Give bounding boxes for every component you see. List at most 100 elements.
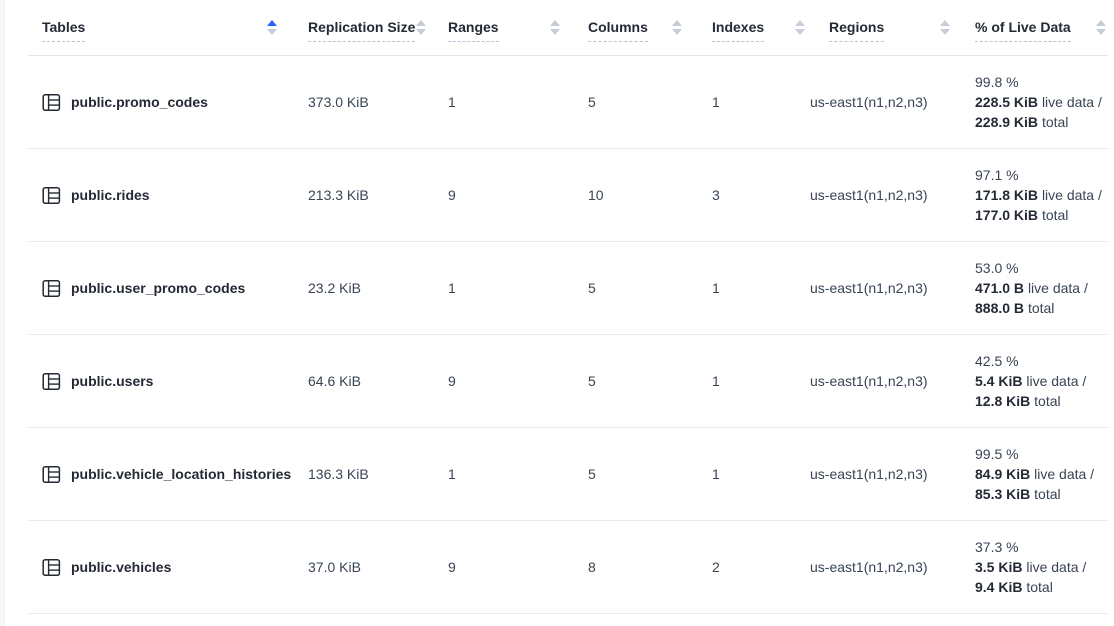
regions-cell: us-east1(n1,n2,n3) bbox=[810, 280, 928, 296]
sort-desc-arrow-icon bbox=[416, 29, 426, 35]
indexes-cell: 1 bbox=[712, 466, 720, 482]
sort-icon[interactable] bbox=[795, 20, 805, 35]
sort-icon[interactable] bbox=[672, 20, 682, 35]
table-name-link[interactable]: public.vehicle_location_histories bbox=[71, 466, 292, 482]
live-data-amount: 171.8 KiB live data / bbox=[975, 187, 1102, 203]
table-icon bbox=[42, 279, 61, 298]
live-data-amount: 471.0 B live data / bbox=[975, 280, 1088, 296]
indexes-cell: 3 bbox=[712, 187, 720, 203]
table-icon bbox=[42, 465, 61, 484]
column-header-replication-size[interactable]: Replication Size bbox=[308, 0, 448, 55]
table-icon bbox=[42, 558, 61, 577]
replication-size-cell: 37.0 KiB bbox=[308, 559, 361, 575]
total-data-amount: 85.3 KiB total bbox=[975, 486, 1061, 502]
total-data-amount: 12.8 KiB total bbox=[975, 393, 1061, 409]
total-data-amount: 177.0 KiB total bbox=[975, 207, 1069, 223]
sort-icon[interactable] bbox=[940, 20, 950, 35]
live-data-percent: 99.8 % bbox=[975, 74, 1019, 90]
indexes-cell: 1 bbox=[712, 280, 720, 296]
column-header-label[interactable]: Columns bbox=[588, 19, 648, 42]
sort-asc-arrow-icon bbox=[1096, 20, 1106, 26]
column-header-tables[interactable]: Tables bbox=[28, 0, 308, 55]
live-data-percent: 42.5 % bbox=[975, 353, 1019, 369]
sort-icon[interactable] bbox=[550, 20, 560, 35]
sort-desc-arrow-icon bbox=[672, 29, 682, 35]
table-name-link[interactable]: public.rides bbox=[71, 187, 150, 203]
columns-cell: 10 bbox=[588, 187, 604, 203]
percent-live-data-cell: 37.3 % 3.5 KiB live data / 9.4 KiB total bbox=[975, 521, 1108, 613]
replication-size-cell: 136.3 KiB bbox=[308, 466, 369, 482]
total-data-amount: 228.9 KiB total bbox=[975, 114, 1069, 130]
column-header-live-data[interactable]: % of Live Data bbox=[975, 0, 1108, 55]
column-header-label[interactable]: Ranges bbox=[448, 19, 499, 42]
table-row[interactable]: public.users 64.6 KiB 9 5 1 us-east1(n1,… bbox=[28, 335, 1108, 428]
column-header-label[interactable]: Replication Size bbox=[308, 19, 416, 42]
replication-size-cell: 373.0 KiB bbox=[308, 94, 369, 110]
sort-asc-arrow-icon bbox=[795, 20, 805, 26]
regions-cell: us-east1(n1,n2,n3) bbox=[810, 187, 928, 203]
total-data-amount: 9.4 KiB total bbox=[975, 579, 1053, 595]
page-left-edge bbox=[0, 0, 5, 626]
percent-live-data-cell: 42.5 % 5.4 KiB live data / 12.8 KiB tota… bbox=[975, 335, 1108, 427]
table-name-link[interactable]: public.promo_codes bbox=[71, 94, 208, 110]
ranges-cell: 1 bbox=[448, 94, 456, 110]
table-row[interactable]: public.vehicles 37.0 KiB 9 8 2 us-east1(… bbox=[28, 521, 1108, 614]
table-name-link[interactable]: public.vehicles bbox=[71, 559, 172, 575]
sort-asc-arrow-icon bbox=[940, 20, 950, 26]
table-body: public.promo_codes 373.0 KiB 1 5 1 us-ea… bbox=[28, 56, 1108, 614]
table-name-cell: public.vehicle_location_histories bbox=[28, 428, 308, 520]
sort-desc-arrow-icon bbox=[267, 29, 277, 35]
table-header-row: Tables Replication Size Ranges Columns I… bbox=[28, 0, 1108, 56]
live-data-percent: 97.1 % bbox=[975, 167, 1019, 183]
column-header-label[interactable]: Indexes bbox=[712, 19, 765, 42]
column-header-label[interactable]: Tables bbox=[42, 19, 86, 42]
sort-asc-arrow-icon bbox=[267, 20, 277, 26]
column-header-ranges[interactable]: Ranges bbox=[448, 0, 588, 55]
sort-desc-arrow-icon bbox=[940, 29, 950, 35]
replication-size-cell: 64.6 KiB bbox=[308, 373, 361, 389]
column-header-label[interactable]: Regions bbox=[829, 19, 885, 42]
sort-desc-arrow-icon bbox=[1096, 29, 1106, 35]
table-row[interactable]: public.vehicle_location_histories 136.3 … bbox=[28, 428, 1108, 521]
table-row[interactable]: public.user_promo_codes 23.2 KiB 1 5 1 u… bbox=[28, 242, 1108, 335]
live-data-percent: 99.5 % bbox=[975, 446, 1019, 462]
table-icon bbox=[42, 93, 61, 112]
live-data-percent: 53.0 % bbox=[975, 260, 1019, 276]
ranges-cell: 1 bbox=[448, 466, 456, 482]
column-header-indexes[interactable]: Indexes bbox=[712, 0, 810, 55]
ranges-cell: 1 bbox=[448, 280, 456, 296]
ranges-cell: 9 bbox=[448, 373, 456, 389]
indexes-cell: 1 bbox=[712, 94, 720, 110]
column-header-regions[interactable]: Regions bbox=[810, 0, 975, 55]
live-data-amount: 84.9 KiB live data / bbox=[975, 466, 1095, 482]
columns-cell: 8 bbox=[588, 559, 596, 575]
columns-cell: 5 bbox=[588, 94, 596, 110]
indexes-cell: 2 bbox=[712, 559, 720, 575]
database-tables-list: Tables Replication Size Ranges Columns I… bbox=[28, 0, 1108, 614]
table-name-cell: public.rides bbox=[28, 149, 308, 241]
table-row[interactable]: public.promo_codes 373.0 KiB 1 5 1 us-ea… bbox=[28, 56, 1108, 149]
live-data-amount: 228.5 KiB live data / bbox=[975, 94, 1102, 110]
sort-desc-arrow-icon bbox=[795, 29, 805, 35]
table-name-link[interactable]: public.users bbox=[71, 373, 154, 389]
sort-icon[interactable] bbox=[267, 20, 277, 35]
table-row[interactable]: public.rides 213.3 KiB 9 10 3 us-east1(n… bbox=[28, 149, 1108, 242]
table-name-link[interactable]: public.user_promo_codes bbox=[71, 280, 246, 296]
percent-live-data-cell: 97.1 % 171.8 KiB live data / 177.0 KiB t… bbox=[975, 149, 1108, 241]
table-name-cell: public.promo_codes bbox=[28, 56, 308, 148]
sort-icon[interactable] bbox=[1096, 20, 1106, 35]
table-name-cell: public.user_promo_codes bbox=[28, 242, 308, 334]
ranges-cell: 9 bbox=[448, 187, 456, 203]
table-icon bbox=[42, 186, 61, 205]
columns-cell: 5 bbox=[588, 466, 596, 482]
percent-live-data-cell: 53.0 % 471.0 B live data / 888.0 B total bbox=[975, 242, 1108, 334]
column-header-label[interactable]: % of Live Data bbox=[975, 19, 1071, 42]
sort-icon[interactable] bbox=[416, 20, 426, 35]
replication-size-cell: 213.3 KiB bbox=[308, 187, 369, 203]
table-icon bbox=[42, 372, 61, 391]
live-data-percent: 37.3 % bbox=[975, 539, 1019, 555]
ranges-cell: 9 bbox=[448, 559, 456, 575]
live-data-amount: 5.4 KiB live data / bbox=[975, 373, 1087, 389]
column-header-columns[interactable]: Columns bbox=[588, 0, 712, 55]
